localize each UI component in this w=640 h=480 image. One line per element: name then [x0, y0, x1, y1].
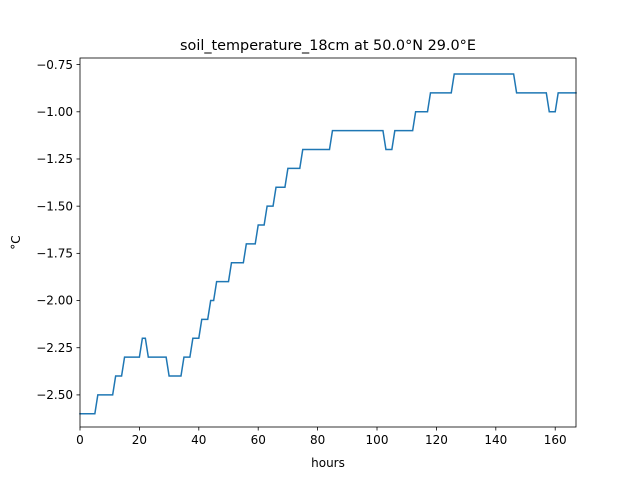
x-tick-label: 140 — [484, 433, 507, 447]
y-tick-label: −2.00 — [36, 294, 73, 308]
plot-area — [80, 58, 576, 427]
y-tick-label: −1.50 — [36, 199, 73, 213]
y-tick-label: −1.00 — [36, 105, 73, 119]
x-tick-label: 60 — [251, 433, 266, 447]
y-tick-label: −1.75 — [36, 247, 73, 261]
x-tick-label: 100 — [366, 433, 389, 447]
y-tick-label: −2.25 — [36, 341, 73, 355]
x-tick-label: 80 — [310, 433, 325, 447]
x-tick-label: 40 — [191, 433, 206, 447]
chart-title: soil_temperature_18cm at 50.0°N 29.0°E — [180, 38, 476, 54]
y-tick-label: −1.25 — [36, 152, 73, 166]
x-axis-label: hours — [311, 456, 345, 470]
x-tick-label: 160 — [544, 433, 567, 447]
y-axis-label: °C — [9, 235, 23, 249]
x-tick-label: 20 — [132, 433, 147, 447]
y-tick-label: −0.75 — [36, 58, 73, 72]
series-line — [79, 73, 577, 415]
ticks-layer: 0 20 40 60 80 100 120 140 160 −2.50 −2.25 −2.00 −1.7… — [36, 58, 566, 447]
y-tick-label: −2.50 — [36, 388, 73, 402]
x-tick-label: 0 — [76, 433, 84, 447]
x-tick-label: 120 — [425, 433, 448, 447]
plot-frame — [79, 57, 577, 428]
